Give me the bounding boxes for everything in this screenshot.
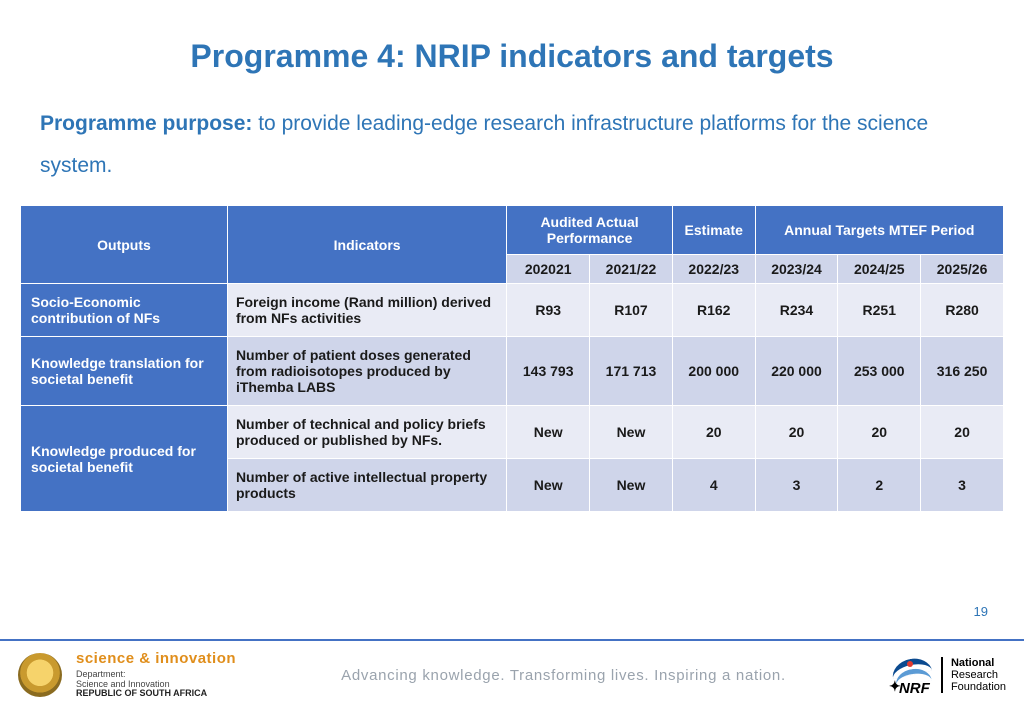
nrf-line2: Research: [951, 669, 1006, 681]
value-cell: New: [507, 459, 590, 512]
indicator-cell: Number of active intellectual property p…: [227, 459, 506, 512]
value-cell: 200 000: [672, 337, 755, 406]
value-cell: 20: [672, 406, 755, 459]
year-1: 2021/22: [590, 255, 673, 284]
year-0: 202021: [507, 255, 590, 284]
value-cell: 316 250: [921, 337, 1004, 406]
value-cell: New: [590, 459, 673, 512]
indicator-cell: Foreign income (Rand million) derived fr…: [227, 284, 506, 337]
value-cell: R107: [590, 284, 673, 337]
footer-tagline: Advancing knowledge. Transforming lives.…: [250, 667, 877, 684]
coat-of-arms-icon: [18, 653, 62, 697]
value-cell: 20: [755, 406, 838, 459]
value-cell: 20: [921, 406, 1004, 459]
col-audited: Audited Actual Performance: [507, 206, 673, 255]
indicator-cell: Number of technical and policy briefs pr…: [227, 406, 506, 459]
indicator-cell: Number of patient doses generated from r…: [227, 337, 506, 406]
value-cell: 143 793: [507, 337, 590, 406]
table-row: Socio-Economic contribution of NFsForeig…: [21, 284, 1004, 337]
purpose-label: Programme purpose:: [40, 112, 252, 135]
value-cell: 3: [755, 459, 838, 512]
slide-title: Programme 4: NRIP indicators and targets: [0, 0, 1024, 75]
table-body: Socio-Economic contribution of NFsForeig…: [21, 284, 1004, 512]
col-annual: Annual Targets MTEF Period: [755, 206, 1003, 255]
value-cell: 2: [838, 459, 921, 512]
value-cell: 3: [921, 459, 1004, 512]
table-row: Knowledge translation for societal benef…: [21, 337, 1004, 406]
value-cell: New: [590, 406, 673, 459]
output-cell: Knowledge produced for societal benefit: [21, 406, 228, 512]
col-indicators: Indicators: [227, 206, 506, 284]
nrf-line1: National: [951, 657, 1006, 669]
indicators-table: Outputs Indicators Audited Actual Perfor…: [20, 205, 1004, 512]
programme-purpose: Programme purpose: to provide leading-ed…: [0, 75, 1024, 205]
dept-rsa: REPUBLIC OF SOUTH AFRICA: [76, 689, 236, 698]
value-cell: R93: [507, 284, 590, 337]
dept-name: science & innovation: [76, 651, 236, 667]
slide-footer: science & innovation Department: Science…: [0, 639, 1024, 709]
value-cell: R162: [672, 284, 755, 337]
nrf-text-block: National Research Foundation: [941, 657, 1006, 693]
department-block: science & innovation Department: Science…: [76, 651, 236, 698]
value-cell: 20: [838, 406, 921, 459]
value-cell: R280: [921, 284, 1004, 337]
value-cell: 253 000: [838, 337, 921, 406]
value-cell: 4: [672, 459, 755, 512]
value-cell: R234: [755, 284, 838, 337]
year-4: 2024/25: [838, 255, 921, 284]
page-number: 19: [974, 604, 988, 619]
nrf-logo-block: ✦ NRF National Research Foundation: [891, 655, 1006, 695]
value-cell: 171 713: [590, 337, 673, 406]
value-cell: 220 000: [755, 337, 838, 406]
col-outputs: Outputs: [21, 206, 228, 284]
value-cell: R251: [838, 284, 921, 337]
table-row: Knowledge produced for societal benefitN…: [21, 406, 1004, 459]
nrf-logo-icon: ✦ NRF: [891, 655, 935, 695]
output-cell: Socio-Economic contribution of NFs: [21, 284, 228, 337]
value-cell: New: [507, 406, 590, 459]
nrf-line3: Foundation: [951, 681, 1006, 693]
output-cell: Knowledge translation for societal benef…: [21, 337, 228, 406]
col-estimate: Estimate: [672, 206, 755, 255]
year-5: 2025/26: [921, 255, 1004, 284]
year-3: 2023/24: [755, 255, 838, 284]
year-2: 2022/23: [672, 255, 755, 284]
